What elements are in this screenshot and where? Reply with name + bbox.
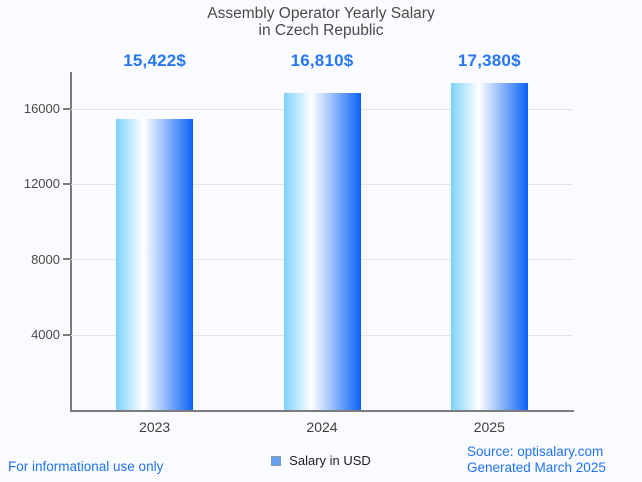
disclaimer-text: For informational use only — [8, 459, 164, 474]
chart-title-line1: Assembly Operator Yearly Salary — [207, 5, 435, 22]
generated-date: Generated March 2025 — [467, 460, 606, 475]
x-axis-label-2023: 2023 — [139, 419, 171, 435]
y-tick-label-12000: 12000 — [23, 176, 60, 192]
legend-label: Salary in USD — [289, 453, 371, 468]
y-tick-label-16000: 16000 — [23, 101, 60, 117]
bar-2025[interactable] — [450, 82, 528, 410]
bar-value-label-2024: 16,810$ — [290, 51, 354, 70]
y-axis-line — [70, 72, 72, 412]
source-link[interactable]: Source: optisalary.com — [467, 444, 604, 459]
x-axis-label-2025: 2025 — [473, 419, 505, 435]
y-tick-label-4000: 4000 — [31, 327, 60, 343]
y-tick-label-8000: 8000 — [31, 251, 60, 267]
bar-2024[interactable] — [283, 93, 361, 410]
plot-area — [71, 72, 573, 410]
x-axis-line — [70, 410, 574, 412]
chart-title-line2: in Czech Republic — [258, 22, 384, 39]
legend-swatch-icon — [271, 455, 282, 466]
y-tick-12000 — [63, 182, 70, 185]
source-info: Source: optisalary.com Generated March 2… — [467, 444, 606, 476]
legend: Salary in USD — [0, 453, 642, 468]
y-tick-16000 — [63, 107, 70, 110]
bar-2023[interactable] — [116, 119, 194, 410]
x-axis-label-2024: 2024 — [306, 419, 338, 435]
chart-title: Assembly Operator Yearly Salary in Czech… — [0, 5, 642, 39]
y-tick-8000 — [63, 258, 70, 261]
bar-value-label-2023: 15,422$ — [123, 51, 187, 70]
y-tick-4000 — [63, 333, 70, 336]
bar-value-label-2025: 17,380$ — [457, 51, 521, 70]
